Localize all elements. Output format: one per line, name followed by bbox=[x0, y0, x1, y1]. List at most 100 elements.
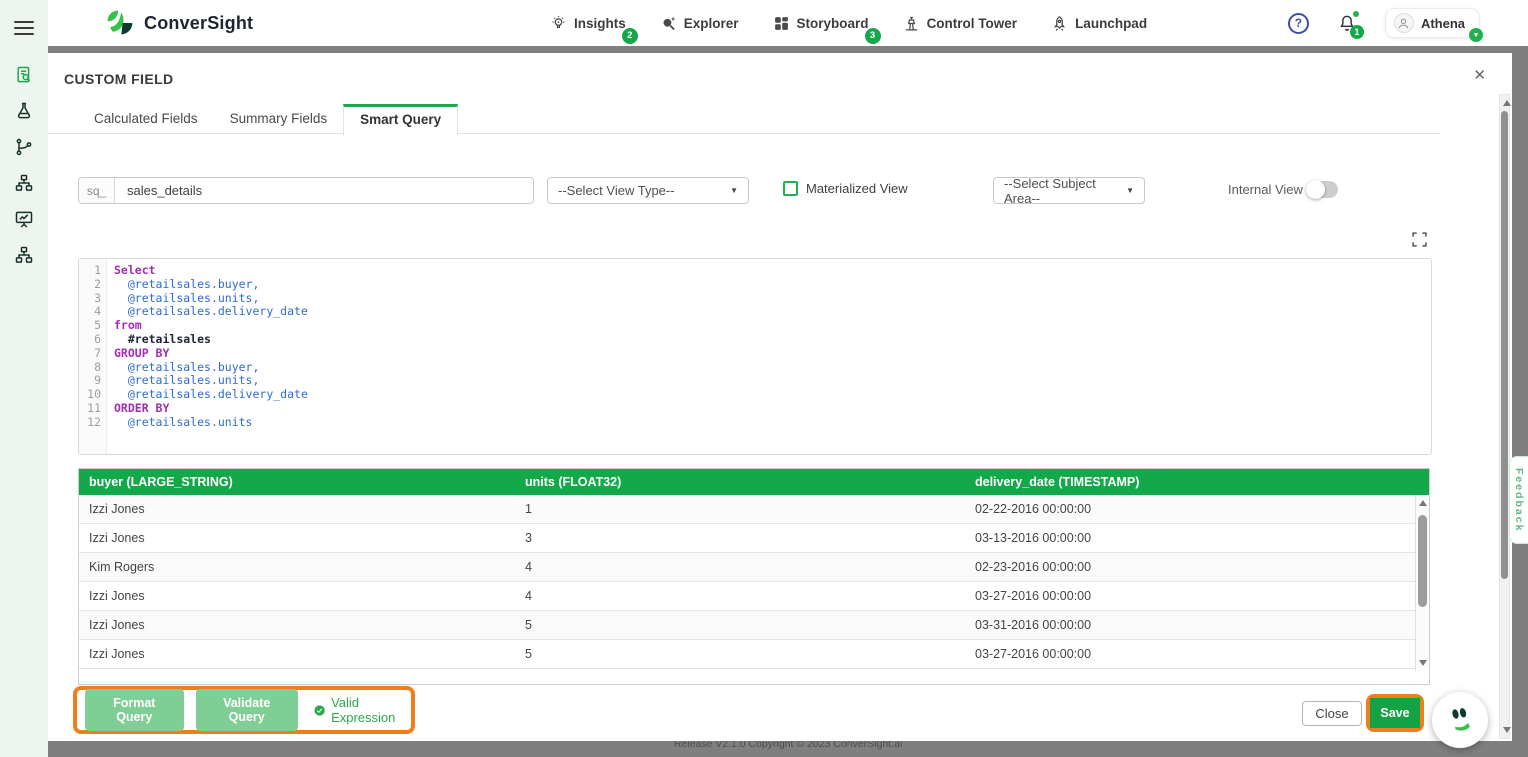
launchpad-icon bbox=[1051, 15, 1068, 32]
help-button[interactable]: ? bbox=[1287, 12, 1309, 34]
nav-item-explorer[interactable]: Explorer bbox=[660, 15, 739, 32]
query-results-table: buyer (LARGE_STRING) units (FLOAT32) deliv… bbox=[78, 468, 1430, 685]
explorer-icon bbox=[660, 15, 677, 32]
format-query-button[interactable]: Format Query bbox=[85, 689, 184, 731]
scroll-down-icon[interactable] bbox=[1419, 660, 1427, 666]
query-name-input[interactable]: sales_details bbox=[127, 183, 203, 198]
code-line: @retailsales.units bbox=[114, 414, 1431, 430]
line-number: 7 bbox=[94, 345, 101, 360]
code-token bbox=[114, 291, 128, 305]
insights-icon bbox=[550, 15, 567, 32]
code-line: @retailsales.delivery_date bbox=[114, 387, 1431, 402]
line-number: 4 bbox=[94, 304, 101, 319]
code-token: @retailsales.delivery_date bbox=[127, 387, 308, 402]
scroll-up-icon[interactable] bbox=[1503, 100, 1511, 106]
modal-title: CUSTOM FIELD bbox=[64, 71, 174, 87]
nav-item-control-tower[interactable]: Control Tower bbox=[903, 15, 1018, 32]
user-name: Athena bbox=[1420, 15, 1465, 31]
code-line: GROUP BY bbox=[114, 345, 1431, 361]
table-cell: 03-13-2016 00:00:00 bbox=[975, 531, 1092, 545]
validate-query-button[interactable]: Validate Query bbox=[195, 689, 298, 731]
materialized-view-checkbox-group[interactable]: Materialized View bbox=[783, 181, 908, 196]
internal-view-toggle[interactable] bbox=[1306, 180, 1338, 199]
code-token: @retailsales.units, bbox=[127, 290, 260, 305]
close-icon[interactable]: ✕ bbox=[1473, 67, 1486, 84]
custom-field-modal: CUSTOM FIELD ✕ Calculated Fields Summary… bbox=[48, 53, 1512, 741]
table-row[interactable]: Izzi Jones 4 03-27-2016 00:00:00 bbox=[79, 582, 1429, 611]
feedback-tab[interactable]: Feedback bbox=[1509, 456, 1528, 544]
control-tower-icon bbox=[903, 15, 920, 32]
chevron-down-icon: ▼ bbox=[1126, 186, 1134, 195]
scroll-up-icon[interactable] bbox=[1419, 500, 1427, 506]
close-button[interactable]: Close bbox=[1302, 701, 1362, 726]
code-line: from bbox=[114, 318, 1431, 333]
nav-label: Insights bbox=[574, 15, 626, 31]
table-row[interactable]: Izzi Jones 5 03-31-2016 00:00:00 bbox=[79, 611, 1429, 640]
table-cell: 02-23-2016 00:00:00 bbox=[975, 560, 1092, 574]
flask-icon[interactable] bbox=[14, 101, 34, 121]
code-token: GROUP BY bbox=[114, 345, 170, 360]
branch-icon[interactable] bbox=[14, 137, 34, 157]
tab-calculated-fields[interactable]: Calculated Fields bbox=[94, 111, 198, 126]
sitemap-icon[interactable] bbox=[14, 173, 34, 193]
query-form-row: sq_ sales_details --Select View Type-- ▼… bbox=[48, 176, 1512, 206]
save-button[interactable]: Save bbox=[1370, 698, 1420, 728]
table-cell: Kim Rogers bbox=[89, 560, 155, 574]
query-name-field[interactable]: sq_ sales_details bbox=[78, 177, 534, 204]
table-cell: 1 bbox=[525, 502, 532, 516]
expand-editor-button[interactable] bbox=[1411, 231, 1428, 248]
scroll-down-icon[interactable] bbox=[1503, 727, 1511, 733]
column-header: delivery_date (TIMESTAMP) bbox=[975, 475, 1140, 489]
table-cell: Izzi Jones bbox=[89, 589, 145, 603]
code-token bbox=[114, 332, 128, 346]
nav-item-launchpad[interactable]: Launchpad bbox=[1051, 15, 1147, 32]
line-number: 9 bbox=[94, 373, 101, 388]
chevron-down-icon: ▼ bbox=[730, 186, 738, 195]
user-menu[interactable]: Athena ▼ bbox=[1384, 8, 1483, 42]
save-annotation-box: Save bbox=[1366, 694, 1424, 732]
table-scrollbar[interactable] bbox=[1415, 495, 1429, 671]
footer-release-text: Release V2.1.0 Copyright © 2023 ConverSi… bbox=[673, 738, 903, 750]
view-type-select[interactable]: --Select View Type-- ▼ bbox=[547, 177, 749, 204]
conversight-logo-icon bbox=[107, 10, 133, 35]
line-number: 6 bbox=[94, 331, 101, 346]
brand-logo[interactable]: ConverSight bbox=[105, 8, 253, 38]
left-sidebar bbox=[0, 0, 48, 757]
code-line: @retailsales.units, bbox=[114, 290, 1431, 306]
notifications-button[interactable]: 1 bbox=[1337, 11, 1364, 39]
bell-icon bbox=[1340, 15, 1354, 31]
modal-scrollbar[interactable] bbox=[1499, 94, 1511, 739]
nav-label: Control Tower bbox=[926, 15, 1018, 31]
nav-item-storyboard[interactable]: Storyboard 3 bbox=[773, 15, 881, 44]
tabs-divider bbox=[48, 133, 1440, 134]
materialized-view-checkbox[interactable] bbox=[783, 181, 798, 196]
table-scrollbar-thumb[interactable] bbox=[1418, 515, 1427, 607]
org-chart-icon[interactable] bbox=[14, 245, 34, 265]
assistant-floating-button[interactable] bbox=[1432, 692, 1488, 748]
menu-toggle-button[interactable] bbox=[14, 21, 34, 35]
code-token: @retailsales.units bbox=[127, 414, 253, 429]
editor-line-numbers: 1 2 3 4 5 6 7 8 9 10 11 12 bbox=[79, 259, 107, 454]
nav-item-insights[interactable]: Insights 2 bbox=[550, 15, 638, 44]
report-search-icon[interactable] bbox=[14, 65, 34, 85]
table-row[interactable]: Izzi Jones 5 03-27-2016 00:00:00 bbox=[79, 640, 1429, 669]
modal-scrollbar-thumb[interactable] bbox=[1501, 111, 1508, 579]
code-line: #retailsales bbox=[114, 332, 1431, 347]
subject-area-select[interactable]: --Select Subject Area-- ▼ bbox=[993, 176, 1145, 206]
table-row[interactable]: Izzi Jones 3 03-13-2016 00:00:00 bbox=[79, 524, 1429, 553]
line-number: 8 bbox=[94, 359, 101, 374]
code-token bbox=[114, 387, 128, 401]
table-row[interactable]: Izzi Jones 1 02-22-2016 00:00:00 bbox=[79, 495, 1429, 524]
sql-editor[interactable]: 1 2 3 4 5 6 7 8 9 10 11 12 Select @retailsales.buye… bbox=[78, 258, 1432, 455]
presentation-chart-icon[interactable] bbox=[14, 209, 34, 229]
tab-smart-query[interactable]: Smart Query bbox=[343, 104, 459, 136]
table-cell: 3 bbox=[525, 531, 532, 545]
topbar-right-cluster: ? 1 Athena ▼ bbox=[1287, 0, 1483, 46]
column-header: units (FLOAT32) bbox=[525, 475, 622, 489]
top-navbar: ConverSight Insights 2 Explorer Storyboard 3… bbox=[48, 0, 1528, 46]
table-row[interactable]: Kim Rogers 4 02-23-2016 00:00:00 bbox=[79, 553, 1429, 582]
editor-code[interactable]: Select @retailsales.buyer, @retailsales.… bbox=[107, 259, 1431, 454]
table-cell: 5 bbox=[525, 618, 532, 632]
tab-summary-fields[interactable]: Summary Fields bbox=[229, 111, 328, 126]
table-cell: Izzi Jones bbox=[89, 531, 145, 545]
